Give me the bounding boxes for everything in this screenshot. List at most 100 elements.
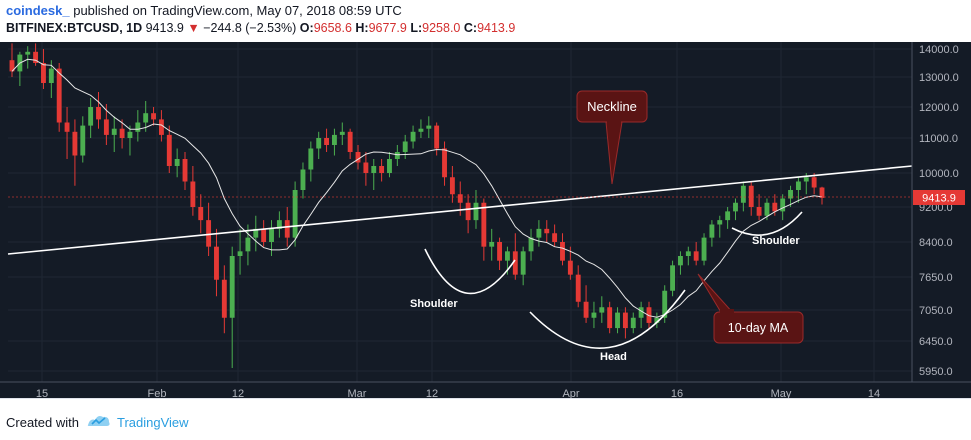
candle-body [80, 125, 86, 156]
candle-body [740, 185, 746, 203]
candle-body [253, 228, 259, 238]
current-price-text: 9413.9 [922, 193, 956, 205]
head-arc [529, 289, 686, 349]
candle-body [394, 152, 400, 159]
head-label: Head [600, 351, 627, 363]
candle-body [387, 159, 392, 173]
candle-body [520, 251, 526, 275]
candle-body [536, 228, 542, 238]
candle-body [465, 202, 471, 221]
candle-body [670, 265, 676, 291]
candle-body [103, 119, 109, 135]
candle-body [748, 185, 754, 207]
candle-body [795, 181, 801, 190]
candle-body [685, 251, 691, 256]
candle-body [261, 228, 267, 242]
candle-body [693, 251, 699, 261]
low-label: L: [410, 21, 423, 35]
neckline-label: Neckline [587, 99, 637, 114]
chart-header: coindesk_ published on TradingView.com, … [0, 0, 971, 42]
candle-body [638, 307, 644, 318]
candle-body [426, 125, 432, 129]
candle-body [512, 251, 518, 275]
candle-body [284, 220, 290, 238]
candle-body [41, 63, 46, 83]
change-value: −244.8 (−2.53%) [203, 21, 297, 35]
candle-body [56, 68, 62, 123]
candle-body [347, 131, 353, 152]
candle-body [599, 307, 605, 313]
candle-body [221, 279, 227, 318]
publish-line: coindesk_ published on TradingView.com, … [6, 3, 402, 18]
price-chart[interactable]: Shoulder Head Shoulder Neckline 10-day M… [0, 42, 971, 400]
candle-body [182, 159, 188, 182]
candle-body [591, 312, 597, 318]
candle-body [756, 207, 762, 216]
candle-body [363, 162, 369, 173]
down-arrow-icon: ▼ [187, 21, 200, 35]
candle-body [9, 60, 15, 72]
candle-body [481, 202, 487, 247]
candle-body [788, 190, 793, 199]
left-shoulder-arc [424, 248, 516, 295]
candle-body [772, 202, 778, 212]
candle-body [701, 237, 707, 261]
candle-body [158, 119, 164, 135]
candle-body [560, 242, 565, 261]
candle-body [276, 220, 282, 229]
candle-body [48, 68, 54, 83]
candle-body [245, 237, 251, 252]
open-value: 9658.6 [313, 21, 352, 35]
candle-body [489, 242, 495, 247]
close-value: 9413.9 [477, 21, 516, 35]
price-tick-label: 13000.0 [919, 72, 959, 84]
candle-body [379, 166, 385, 173]
candle-body [214, 246, 219, 280]
time-tick-label: Mar [348, 388, 367, 398]
ma-label: 10-day MA [728, 321, 789, 335]
candle-body [654, 317, 660, 323]
published-text: published on TradingView.com, May 07, 20… [73, 3, 402, 18]
candle-body [457, 194, 463, 203]
candle-body [725, 211, 731, 221]
tradingview-logo-icon[interactable] [86, 412, 112, 428]
tradingview-link[interactable]: TradingView [117, 415, 189, 430]
candle-body [269, 228, 274, 242]
candle-body [308, 148, 314, 170]
symbol-label[interactable]: BITFINEX:BTCUSD, 1D [6, 21, 143, 35]
candle-body [780, 198, 786, 212]
candle-body [504, 251, 510, 261]
ma-callout: 10-day MA [697, 273, 804, 344]
time-tick-label: Apr [562, 388, 579, 398]
last-price: 9413.9 [145, 21, 184, 35]
candle-body [575, 274, 581, 302]
current-price-tag: 9413.9 [913, 190, 965, 205]
candle-body [811, 177, 817, 188]
time-tick-label: Feb [148, 388, 167, 398]
candle-body [96, 107, 101, 120]
price-tick-label: 10000.0 [919, 168, 959, 180]
time-tick-label: May [771, 388, 792, 398]
candle-body [33, 51, 39, 63]
ma-10-line [11, 58, 823, 318]
chart-area[interactable]: Shoulder Head Shoulder Neckline 10-day M… [0, 42, 971, 400]
candle-body [198, 207, 204, 221]
candle-body [25, 51, 31, 55]
author-link[interactable]: coindesk_ [6, 3, 70, 18]
candle-body [72, 131, 78, 156]
candle-body [615, 312, 620, 329]
candle-body [528, 237, 534, 252]
candle-body [229, 256, 235, 318]
high-label: H: [355, 21, 369, 35]
candle-body [434, 125, 440, 149]
candle-body [324, 138, 330, 145]
candle-body [292, 190, 298, 238]
candle-body [583, 301, 589, 318]
candle-body [449, 177, 455, 195]
candle-body [88, 107, 94, 126]
candle-body [717, 220, 723, 225]
candle-body [544, 228, 550, 234]
price-axis[interactable]: 14000.013000.012000.011000.010000.09200.… [919, 44, 959, 378]
candle-body [151, 113, 156, 120]
time-axis[interactable]: 15 Feb 12 Mar 12 Apr 16 May 14 [36, 388, 880, 400]
